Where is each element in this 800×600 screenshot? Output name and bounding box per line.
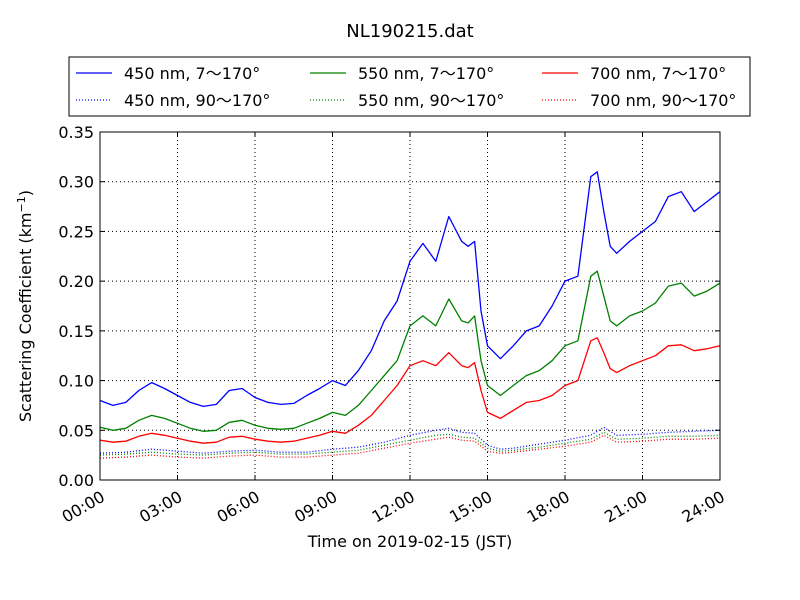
x-tick-label: 24:00	[679, 487, 728, 527]
axis-ticks: 00:00 03:00 06:00 09:00 12:00 15:00 18:00 21:00…	[58, 123, 728, 527]
legend-label: 700 nm, 90～170°	[590, 91, 736, 110]
legend-label: 700 nm, 7～170°	[590, 64, 726, 83]
x-tick-label: 18:00	[524, 487, 573, 527]
x-tick-label: 15:00	[446, 487, 495, 527]
x-tick-label: 06:00	[214, 487, 263, 527]
y-tick-label: 0.25	[58, 222, 94, 241]
y-tick-label: 0.20	[58, 272, 94, 291]
series-line-0	[99, 171, 721, 408]
y-tick-label: 0.05	[58, 421, 94, 440]
series-line-3	[99, 426, 721, 454]
series-line-4	[99, 431, 721, 456]
x-tick-label: 21:00	[601, 487, 650, 527]
x-tick-label: 00:00	[59, 487, 108, 527]
y-axis-label-close: )	[16, 190, 35, 196]
legend-label: 450 nm, 90～170°	[124, 91, 270, 110]
legend-label: 550 nm, 90～170°	[358, 91, 504, 110]
x-axis-label: Time on 2019-02-15 (JST)	[307, 532, 512, 551]
x-tick-label: 03:00	[136, 487, 185, 527]
chart-title: NL190215.dat	[346, 21, 473, 42]
legend-label: 550 nm, 7～170°	[358, 64, 494, 83]
y-axis-label-main: Scattering Coefficient (km	[16, 212, 35, 422]
series-line-2	[99, 337, 721, 444]
grid	[100, 132, 720, 480]
legend: 450 nm, 7～170° 550 nm, 7～170° 700 nm, 7～17…	[68, 56, 751, 117]
y-axis-label-superscript: −1	[15, 196, 28, 212]
series-line-1	[99, 270, 721, 432]
y-tick-label: 0.35	[58, 123, 94, 142]
y-axis-label: Scattering Coefficient (km−1)	[15, 190, 35, 422]
x-tick-label: 09:00	[291, 487, 340, 527]
x-tick-label: 12:00	[369, 487, 418, 527]
y-tick-label: 0.15	[58, 322, 94, 341]
legend-box	[68, 56, 751, 117]
series-group	[99, 171, 721, 459]
y-tick-label: 0.00	[58, 471, 94, 490]
y-tick-label: 0.30	[58, 173, 94, 192]
y-tick-label: 0.10	[58, 372, 94, 391]
legend-label: 450 nm, 7～170°	[124, 64, 260, 83]
series-line-5	[99, 434, 721, 459]
